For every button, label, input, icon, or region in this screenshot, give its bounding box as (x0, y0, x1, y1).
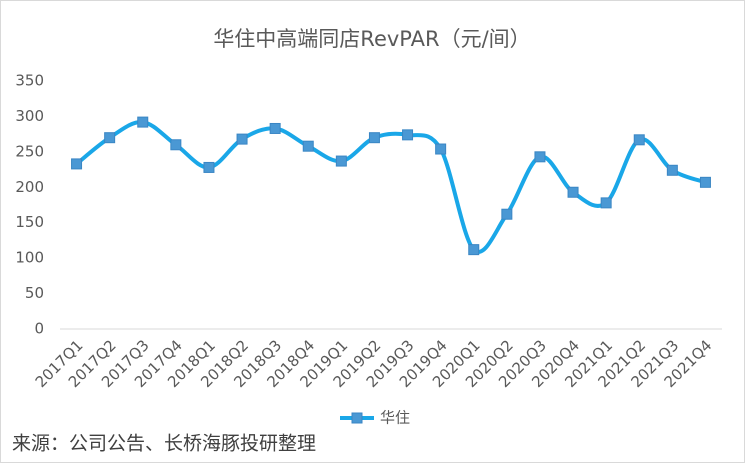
point-marker (567, 186, 579, 198)
point-marker (501, 208, 513, 220)
point-marker (666, 164, 678, 176)
legend-marker (351, 412, 363, 424)
point-marker (335, 155, 347, 167)
point-marker (368, 132, 380, 144)
point-marker (269, 122, 281, 134)
point-marker (170, 139, 182, 151)
point-marker (203, 161, 215, 173)
legend-label: 华住 (380, 409, 410, 427)
point-marker (699, 176, 711, 188)
point-marker (402, 129, 414, 141)
y-tick-label: 150 (15, 213, 44, 231)
y-tick-label: 100 (15, 249, 44, 267)
y-tick-label: 50 (25, 284, 44, 302)
point-marker (302, 140, 314, 152)
point-marker (104, 132, 116, 144)
point-marker (236, 133, 248, 145)
y-tick-label: 350 (15, 72, 44, 90)
point-marker (633, 134, 645, 146)
point-marker (534, 151, 546, 163)
chart-title: 华住中高端同店RevPAR（元/间） (213, 27, 530, 51)
y-tick-label: 300 (15, 107, 44, 125)
point-marker (71, 158, 83, 170)
point-marker (137, 116, 149, 128)
y-tick-label: 250 (15, 142, 44, 160)
point-marker (435, 143, 447, 155)
point-marker (600, 197, 612, 209)
point-marker (468, 244, 480, 256)
source-note: 来源：公司公告、长桥海豚投研整理 (12, 433, 316, 455)
y-tick-label: 200 (15, 178, 44, 196)
y-tick-label: 0 (34, 320, 44, 338)
